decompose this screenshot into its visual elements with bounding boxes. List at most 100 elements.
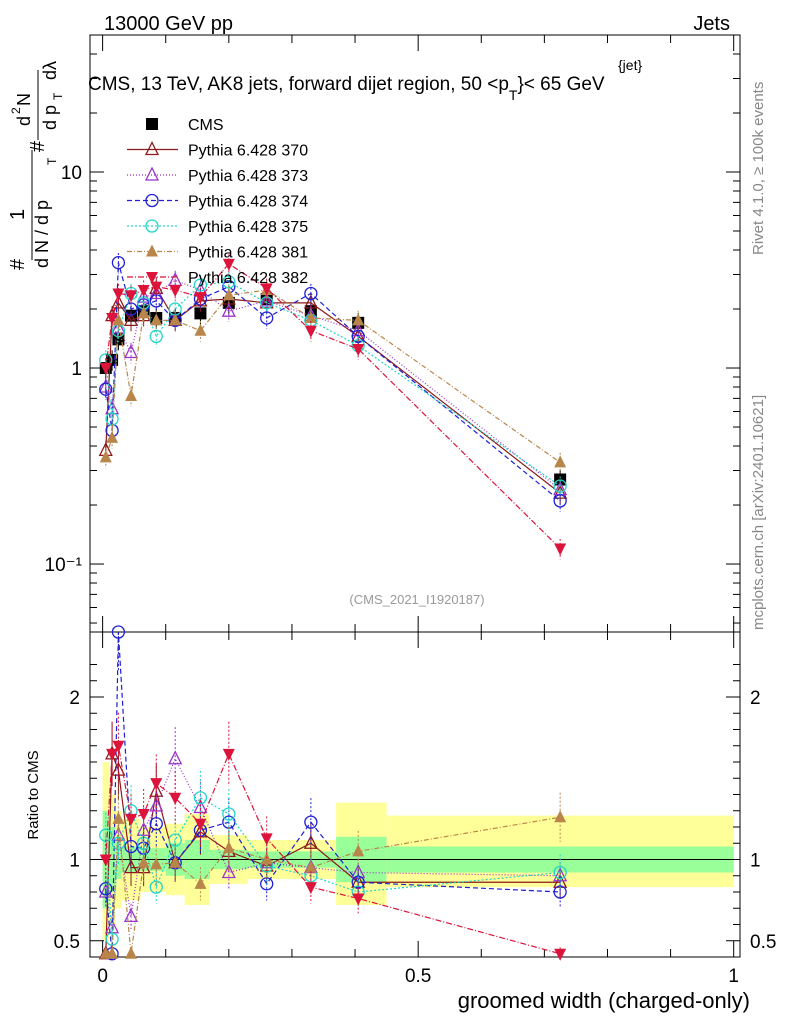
- ratio-point-p370: [123, 859, 139, 874]
- legend-label-cms: CMS: [188, 117, 224, 134]
- legend-item-p381: Pythia 6.428 381: [127, 244, 308, 262]
- ratio-point-p382: [150, 778, 163, 791]
- main-ytick-label: 10⁻¹: [45, 555, 83, 576]
- chart-title: CMS, 13 TeV, AK8 jets, forward dijet reg…: [88, 57, 642, 103]
- legend-label-p381: Pythia 6.428 381: [188, 245, 308, 262]
- main-point-p381: [125, 388, 138, 401]
- ratio-point-p381: [304, 860, 317, 873]
- ratio-series-layer: [98, 625, 568, 961]
- xtick-label: 0.5: [405, 966, 431, 987]
- ratio-ytick-label: 0.5: [54, 932, 80, 953]
- main-point-p382: [125, 290, 138, 303]
- ratio-point-p382: [137, 809, 150, 821]
- main-point-p374: [304, 286, 318, 301]
- main-point-p381: [137, 306, 150, 319]
- main-point-p374: [351, 329, 365, 344]
- main-point-p382: [137, 285, 150, 298]
- main-point-p381: [352, 313, 365, 326]
- xtick-label: 0: [97, 966, 108, 987]
- title-main: CMS, 13 TeV, AK8 jets, forward dijet reg…: [88, 74, 509, 95]
- ratio-point-p374: [111, 625, 126, 639]
- main-series-p382: [99, 254, 567, 560]
- main-point-p375: [553, 479, 567, 493]
- main-point-p375: [222, 275, 236, 289]
- main-line-p374: [105, 262, 561, 502]
- main-point-p370: [123, 311, 139, 327]
- ratio-point-p375: [222, 807, 236, 821]
- main-series-p375: [99, 272, 567, 497]
- ratio-series-p381: [99, 792, 567, 959]
- main-point-p381: [106, 430, 119, 443]
- energy-label: 13000 GeV pp: [104, 13, 233, 35]
- main-point-cms: [194, 307, 207, 320]
- title-tail: }< 65 GeV: [517, 74, 604, 95]
- ratio-point-p382: [304, 882, 317, 895]
- ylabel-dlambda: dλ: [40, 61, 60, 80]
- ratio-series-p382: [99, 712, 567, 961]
- ratio-point-p382: [125, 813, 138, 826]
- ratio-point-p382: [112, 740, 125, 753]
- ratio-ytick-label-right: 1: [750, 851, 761, 872]
- main-point-p382: [150, 281, 163, 294]
- ylabel-hash2: #: [27, 140, 49, 152]
- main-series-layer: [98, 252, 568, 560]
- main-point-p381: [554, 455, 567, 468]
- legend-item-p375: Pythia 6.428 375: [127, 219, 308, 236]
- legend: CMS Pythia 6.428 370 Pythia 6.428 373 Pythi…: [127, 117, 308, 287]
- ratio-point-p381: [222, 841, 235, 854]
- ratio-point-p375: [168, 833, 182, 847]
- main-point-p381: [150, 313, 163, 326]
- mcplots-label: mcplots.cern.ch [arXiv:2401.10621]: [750, 395, 767, 630]
- ratio-point-p382: [169, 792, 182, 805]
- legend-marker-p373: [144, 166, 160, 181]
- legend-item-p374: Pythia 6.428 374: [127, 194, 308, 211]
- main-point-p382: [169, 285, 182, 298]
- main-series-p373: [98, 270, 568, 501]
- ratio-y-axis: 0.5 0.5 1 1 2 2: [54, 664, 776, 953]
- legend-item-cms: CMS: [146, 117, 224, 134]
- ylabel-t-sub: T: [45, 157, 59, 165]
- main-point-p374: [111, 255, 126, 270]
- ylabel-d: d: [14, 116, 34, 126]
- ylabel-2: 2: [9, 107, 23, 114]
- ratio-point-p374: [553, 885, 567, 899]
- ratio-ytick-label: 2: [69, 688, 80, 709]
- legend-marker-cms: [146, 118, 158, 130]
- main-y-axis: 10⁻¹ 1 10: [45, 34, 740, 624]
- ratio-point-p375: [149, 880, 163, 894]
- ratio-point-p381: [112, 811, 125, 824]
- ratio-point-p382: [99, 854, 112, 867]
- ratio-point-p381: [106, 946, 119, 959]
- main-point-p375: [149, 329, 163, 344]
- title-sub: T: [509, 87, 518, 103]
- ratio-point-p373: [221, 864, 236, 879]
- ratio-y-label: Ratio to CMS: [25, 750, 42, 839]
- watermark: (CMS_2021_I1920187): [349, 592, 484, 607]
- ratio-point-p374: [304, 815, 318, 829]
- legend-label-p382: Pythia 6.428 382: [188, 270, 308, 287]
- main-point-p373: [221, 302, 236, 317]
- ratio-point-p375: [193, 791, 208, 805]
- ratio-point-p381: [554, 810, 567, 823]
- legend-marker-p375: [145, 219, 159, 233]
- ratio-ytick-label-right: 2: [750, 688, 761, 709]
- ratio-point-p375: [111, 836, 126, 850]
- rivet-label: Rivet 4.1.0, ≥ 100k events: [750, 82, 767, 255]
- ylabel-dn-dpt: d N / d p: [32, 200, 52, 268]
- main-point-p375: [105, 412, 119, 426]
- main-point-p382: [106, 312, 119, 325]
- legend-marker-p370: [144, 141, 160, 156]
- ratio-point-p382: [260, 833, 273, 846]
- main-point-p373: [123, 344, 139, 359]
- main-point-p382: [352, 344, 365, 357]
- main-series-p374: [99, 252, 567, 512]
- main-point-p382: [260, 283, 273, 296]
- main-y-label: # 1 d N / d p T # d p T d 2 N dλ: [7, 61, 65, 270]
- x-axis-label: groomed width (charged-only): [458, 988, 750, 1013]
- ratio-point-p382: [554, 948, 567, 961]
- legend-item-p373: Pythia 6.428 373: [127, 166, 308, 185]
- legend-label-p370: Pythia 6.428 370: [188, 143, 308, 160]
- ratio-point-p374: [149, 817, 163, 831]
- main-point-p382: [304, 325, 317, 338]
